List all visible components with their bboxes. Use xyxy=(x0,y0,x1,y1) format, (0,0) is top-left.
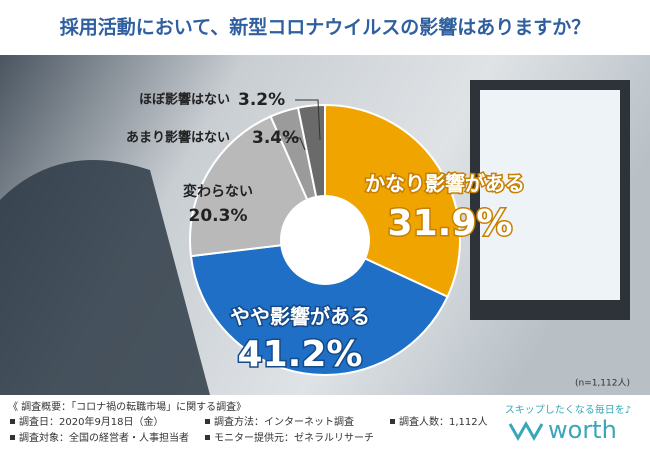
monitor-screen xyxy=(480,90,620,300)
bullet xyxy=(390,419,395,424)
footer-item: 調査対象：全国の経営者・人事担当者 xyxy=(19,431,189,444)
category-label: ほぼ影響はない xyxy=(139,92,230,108)
donut-hole xyxy=(280,195,370,285)
bullet xyxy=(10,419,15,424)
category-label: かなり影響がある xyxy=(365,172,525,196)
category-label: やや影響がある xyxy=(230,305,370,329)
footer-item: 調査方法：インターネット調査 xyxy=(214,415,354,428)
value-label: 20.3% xyxy=(189,206,248,226)
footer-item: モニター提供元：ゼネラルリサーチ xyxy=(214,431,374,444)
bullet xyxy=(205,419,210,424)
value-label: 31.9% xyxy=(388,203,513,244)
bullet xyxy=(10,435,15,440)
leader-line xyxy=(285,137,306,151)
footer-band xyxy=(0,395,650,450)
footer-item: 調査日：2020年9月18日（金） xyxy=(19,415,164,428)
labels: かなり影響がある 31.9% やや影響がある 41.2% 変わらない 20.3% あまり影響… xyxy=(126,90,527,377)
category-label: 変わらない xyxy=(183,183,253,200)
chart-title: 採用活動において、新型コロナウイルスの影響はありますか？ xyxy=(60,16,590,39)
leader-line xyxy=(295,99,321,141)
logo: worth xyxy=(548,416,617,444)
logo-mark xyxy=(508,420,544,442)
person xyxy=(0,160,210,395)
title-bar xyxy=(0,0,650,55)
tagline: スキップしたくなる毎日を♪ xyxy=(505,403,631,416)
sample-note: (n=1,112人) xyxy=(575,378,630,389)
value-label: 41.2% xyxy=(238,334,363,375)
bullet xyxy=(205,435,210,440)
category-label: あまり影響はない xyxy=(126,130,230,146)
pie-slice xyxy=(189,238,449,376)
footer-heading: 《 調査概要：「コロナ禍の転職市場」に関する調査》 xyxy=(8,400,246,413)
footer-items: 調査日：2020年9月18日（金） 調査方法：インターネット調査 調査人数：1,11… xyxy=(10,415,488,444)
value-label: 3.4% xyxy=(252,128,299,148)
value-label: 3.2% xyxy=(238,90,285,110)
footer-item: 調査人数：1,112人 xyxy=(399,415,488,428)
